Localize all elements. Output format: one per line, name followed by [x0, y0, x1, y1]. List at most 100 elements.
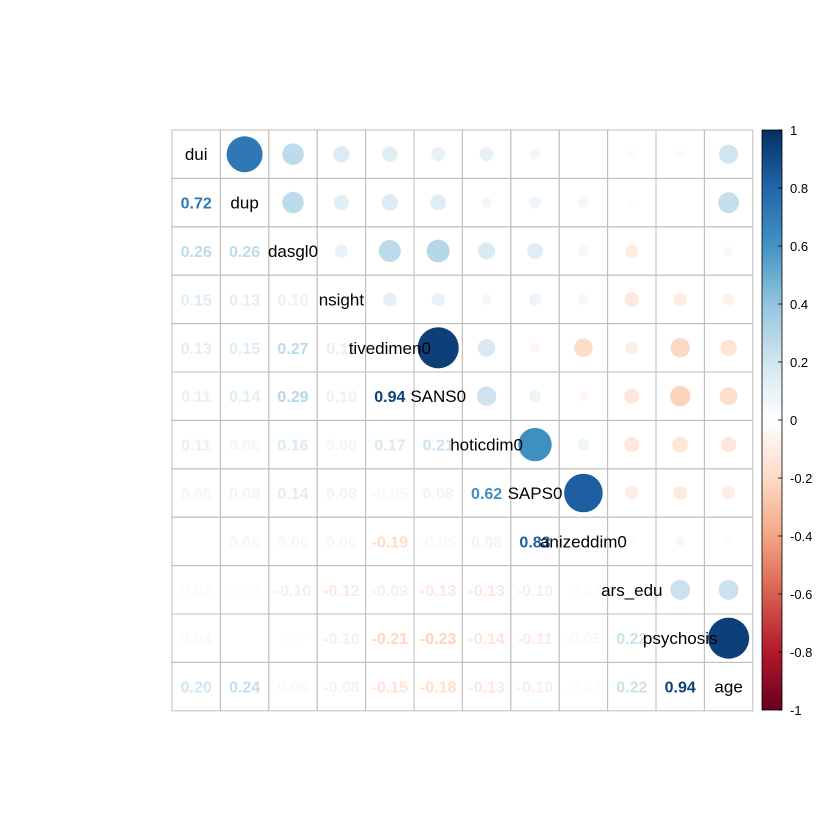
- correlation-circle: [333, 146, 349, 162]
- correlation-circle: [675, 537, 684, 546]
- correlation-circle: [724, 246, 733, 255]
- correlation-value: 0.13: [181, 341, 212, 358]
- correlation-value: 0.03: [181, 583, 212, 600]
- correlation-value: -0.12: [323, 583, 360, 600]
- correlation-value: 0.16: [277, 438, 308, 455]
- correlation-circle: [670, 338, 689, 357]
- correlation-circle: [579, 391, 588, 400]
- correlation-circle: [478, 243, 495, 260]
- correlation-value: -0.21: [372, 631, 409, 648]
- correlation-circle: [723, 293, 735, 305]
- correlation-circle: [674, 293, 687, 306]
- correlation-value: 0.72: [181, 196, 212, 213]
- correlation-value: 0.21: [423, 438, 454, 455]
- variable-label: dup: [230, 194, 258, 213]
- variable-label: SANS0: [410, 387, 466, 406]
- correlation-value: 0.08: [229, 486, 260, 503]
- colorbar-tick-label: 0: [790, 413, 797, 428]
- variable-label: ars_edu: [601, 581, 662, 600]
- correlation-circle: [334, 195, 349, 210]
- correlation-value: 0.06: [229, 438, 260, 455]
- correlation-circle: [720, 340, 736, 356]
- correlation-circle: [624, 389, 639, 404]
- correlation-circle: [564, 474, 603, 513]
- correlation-value: 0.11: [181, 389, 211, 406]
- correlation-circle: [670, 580, 690, 600]
- correlation-circle: [625, 244, 638, 257]
- colorbar-tick-label: 0.8: [790, 181, 808, 196]
- correlation-value: 0.20: [181, 680, 212, 697]
- correlation-value: -0.13: [468, 583, 505, 600]
- correlation-value: 0.22: [616, 680, 647, 697]
- correlation-value: -0.03: [565, 680, 602, 697]
- correlation-value: -0.05: [565, 631, 602, 648]
- correlation-value: 0.05: [277, 680, 308, 697]
- correlation-value: 0.06: [326, 534, 357, 551]
- correlation-circle: [227, 136, 263, 172]
- correlation-value: 0.26: [181, 244, 212, 261]
- correlation-circle: [335, 244, 348, 257]
- correlation-value: 0.13: [229, 292, 260, 309]
- colorbar-tick-label: -1: [790, 703, 802, 718]
- colorbar-tick-label: -0.2: [790, 471, 812, 486]
- correlation-circle: [578, 246, 588, 256]
- colorbar-tick-label: 0.2: [790, 355, 808, 370]
- correlation-circle: [477, 386, 496, 405]
- correlation-circle: [282, 192, 304, 214]
- correlation-circle: [530, 343, 539, 352]
- correlation-circle: [624, 292, 639, 307]
- correlation-circle: [480, 147, 494, 161]
- correlation-value: 0.08: [471, 534, 502, 551]
- correlation-value: 0.06: [181, 486, 212, 503]
- correlation-circle: [383, 292, 397, 306]
- correlation-circle: [628, 538, 635, 545]
- correlation-circle: [529, 197, 541, 209]
- correlation-circle: [719, 145, 738, 164]
- correlation-value: 0.15: [229, 341, 260, 358]
- correlation-circle: [529, 390, 541, 402]
- correlation-value: 0.29: [277, 389, 308, 406]
- correlation-value: -0.13: [468, 680, 505, 697]
- correlation-value: 0.08: [326, 486, 357, 503]
- correlation-circle: [382, 147, 397, 162]
- correlation-value: 0.62: [471, 486, 502, 503]
- correlation-value: 0.15: [181, 292, 212, 309]
- correlation-value: -0.11: [517, 631, 553, 648]
- correlation-circle: [478, 339, 495, 356]
- correlation-value: 0.10: [326, 389, 357, 406]
- variable-label: dasgl0: [268, 242, 318, 261]
- correlation-value: 0.94: [665, 680, 696, 697]
- variable-label: age: [714, 678, 742, 697]
- correlation-value: 0.94: [374, 389, 405, 406]
- correlation-value: 0.06: [326, 438, 357, 455]
- correlation-circle: [577, 439, 589, 451]
- correlation-value: 0.06: [229, 534, 260, 551]
- correlation-value: 0.06: [277, 534, 308, 551]
- correlation-circle: [625, 341, 638, 354]
- correlation-circle: [529, 293, 541, 305]
- correlation-circle: [481, 197, 491, 207]
- correlation-value: 0.26: [229, 244, 260, 261]
- correlation-value: -0.23: [420, 631, 457, 648]
- colorbar-tick-label: 0.4: [790, 297, 808, 312]
- correlation-circle: [628, 151, 635, 158]
- correlation-value: -0.08: [323, 680, 360, 697]
- correlation-circle: [431, 147, 445, 161]
- correlation-circle: [527, 243, 543, 259]
- correlation-circle: [629, 200, 635, 206]
- correlation-circle: [282, 143, 304, 165]
- correlation-value: -0.13: [420, 583, 457, 600]
- correlation-circle: [518, 428, 551, 461]
- colorbar-tick-label: -0.8: [790, 645, 812, 660]
- correlation-circle: [670, 386, 690, 406]
- correlation-value: 0.27: [277, 341, 308, 358]
- variable-label: anizeddim0: [540, 532, 627, 551]
- correlation-circle: [719, 580, 739, 600]
- correlation-value: 0.08: [423, 486, 454, 503]
- correlation-circle: [722, 486, 735, 499]
- correlation-circle: [574, 339, 592, 357]
- correlation-circle: [624, 437, 639, 452]
- correlation-circle: [721, 437, 736, 452]
- correlation-circle: [578, 197, 588, 207]
- correlation-value: -0.10: [323, 631, 360, 648]
